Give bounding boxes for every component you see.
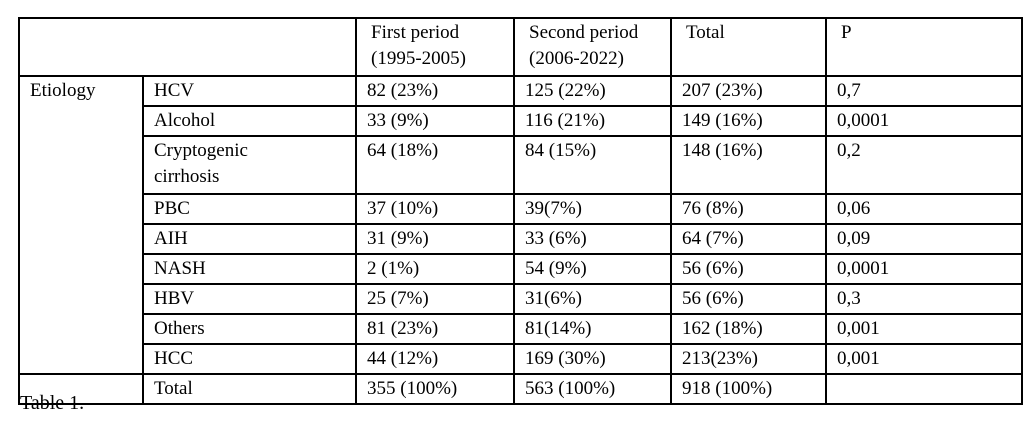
header-first-period: First period (1995-2005) <box>355 17 515 77</box>
cell-total: 56 (6%) <box>670 283 827 315</box>
cell-p-value: 0,0001 <box>825 105 1023 137</box>
header-p-value: P <box>825 17 1023 77</box>
header-corner-cell <box>18 17 357 77</box>
cell-total: 76 (8%) <box>670 193 827 225</box>
cell-second-period: 169 (30%) <box>513 343 672 375</box>
row-label: HCV <box>142 75 357 107</box>
table-row-hcc: HCC 44 (12%) 169 (30%) 213(23%) 0,001 <box>19 343 1023 375</box>
cell-total: 207 (23%) <box>670 75 827 107</box>
cell-first-period: 82 (23%) <box>355 75 515 107</box>
cell-total: 918 (100%) <box>670 373 827 405</box>
cell-first-period: 31 (9%) <box>355 223 515 255</box>
table-row-hcv: Etiology HCV 82 (23%) 125 (22%) 207 (23%… <box>18 75 1023 375</box>
cell-first-period: 25 (7%) <box>355 283 515 315</box>
group-label-etiology: Etiology <box>18 75 144 375</box>
cell-second-period: 39(7%) <box>513 193 672 225</box>
row-label: Cryptogenic cirrhosis <box>142 135 357 195</box>
row-label: PBC <box>142 193 357 225</box>
row-label: Others <box>142 313 357 345</box>
cell-total: 64 (7%) <box>670 223 827 255</box>
cell-total: 149 (16%) <box>670 105 827 137</box>
table-row-cryptogenic: Cryptogenic cirrhosis 64 (18%) 84 (15%) … <box>19 135 1023 195</box>
cell-p-value: 0,001 <box>825 343 1023 375</box>
cell-first-period: 355 (100%) <box>355 373 515 405</box>
cell-total: 213(23%) <box>670 343 827 375</box>
cell-p-value: 0,06 <box>825 193 1023 225</box>
cell-p-value: 0,2 <box>825 135 1023 195</box>
table-row-total: Total 355 (100%) 563 (100%) 918 (100%) <box>18 373 1023 405</box>
header-second-period: Second period (2006-2022) <box>513 17 672 77</box>
table-header-row: First period (1995-2005) Second period (… <box>18 17 1023 77</box>
cell-p-value: 0,09 <box>825 223 1023 255</box>
cell-p-value: 0,7 <box>825 75 1023 107</box>
row-label: Alcohol <box>142 105 357 137</box>
row-label: Total <box>142 373 357 405</box>
header-total: Total <box>670 17 827 77</box>
cell-p-value: 0,3 <box>825 283 1023 315</box>
cell-second-period: 81(14%) <box>513 313 672 345</box>
cell-p-value: 0,001 <box>825 313 1023 345</box>
cell-total: 148 (16%) <box>670 135 827 195</box>
cell-total: 162 (18%) <box>670 313 827 345</box>
cell-first-period: 44 (12%) <box>355 343 515 375</box>
row-label: HBV <box>142 283 357 315</box>
row-label-text: Cryptogenic cirrhosis <box>154 140 248 187</box>
cell-second-period: 563 (100%) <box>513 373 672 405</box>
cell-second-period: 54 (9%) <box>513 253 672 285</box>
table-row-pbc: PBC 37 (10%) 39(7%) 76 (8%) 0,06 <box>19 193 1023 225</box>
cell-second-period: 116 (21%) <box>513 105 672 137</box>
total-corner-cell <box>18 373 144 405</box>
table-row-aih: AIH 31 (9%) 33 (6%) 64 (7%) 0,09 <box>19 223 1023 255</box>
row-label: HCC <box>142 343 357 375</box>
cell-second-period: 33 (6%) <box>513 223 672 255</box>
table-row-nash: NASH 2 (1%) 54 (9%) 56 (6%) 0,0001 <box>19 253 1023 285</box>
table-caption: Table 1. <box>20 392 85 414</box>
table-row-others: Others 81 (23%) 81(14%) 162 (18%) 0,001 <box>19 313 1023 345</box>
etiology-table: First period (1995-2005) Second period (… <box>18 17 1023 405</box>
cell-first-period: 81 (23%) <box>355 313 515 345</box>
cell-second-period: 31(6%) <box>513 283 672 315</box>
cell-first-period: 37 (10%) <box>355 193 515 225</box>
row-label: AIH <box>142 223 357 255</box>
cell-second-period: 84 (15%) <box>513 135 672 195</box>
cell-p-value: 0,0001 <box>825 253 1023 285</box>
row-label: NASH <box>142 253 357 285</box>
table-row-alcohol: Alcohol 33 (9%) 116 (21%) 149 (16%) 0,00… <box>19 105 1023 137</box>
cell-second-period: 125 (22%) <box>513 75 672 107</box>
cell-first-period: 33 (9%) <box>355 105 515 137</box>
table-row-hbv: HBV 25 (7%) 31(6%) 56 (6%) 0,3 <box>19 283 1023 315</box>
cell-first-period: 64 (18%) <box>355 135 515 195</box>
cell-first-period: 2 (1%) <box>355 253 515 285</box>
cell-p-value <box>825 373 1023 405</box>
cell-total: 56 (6%) <box>670 253 827 285</box>
